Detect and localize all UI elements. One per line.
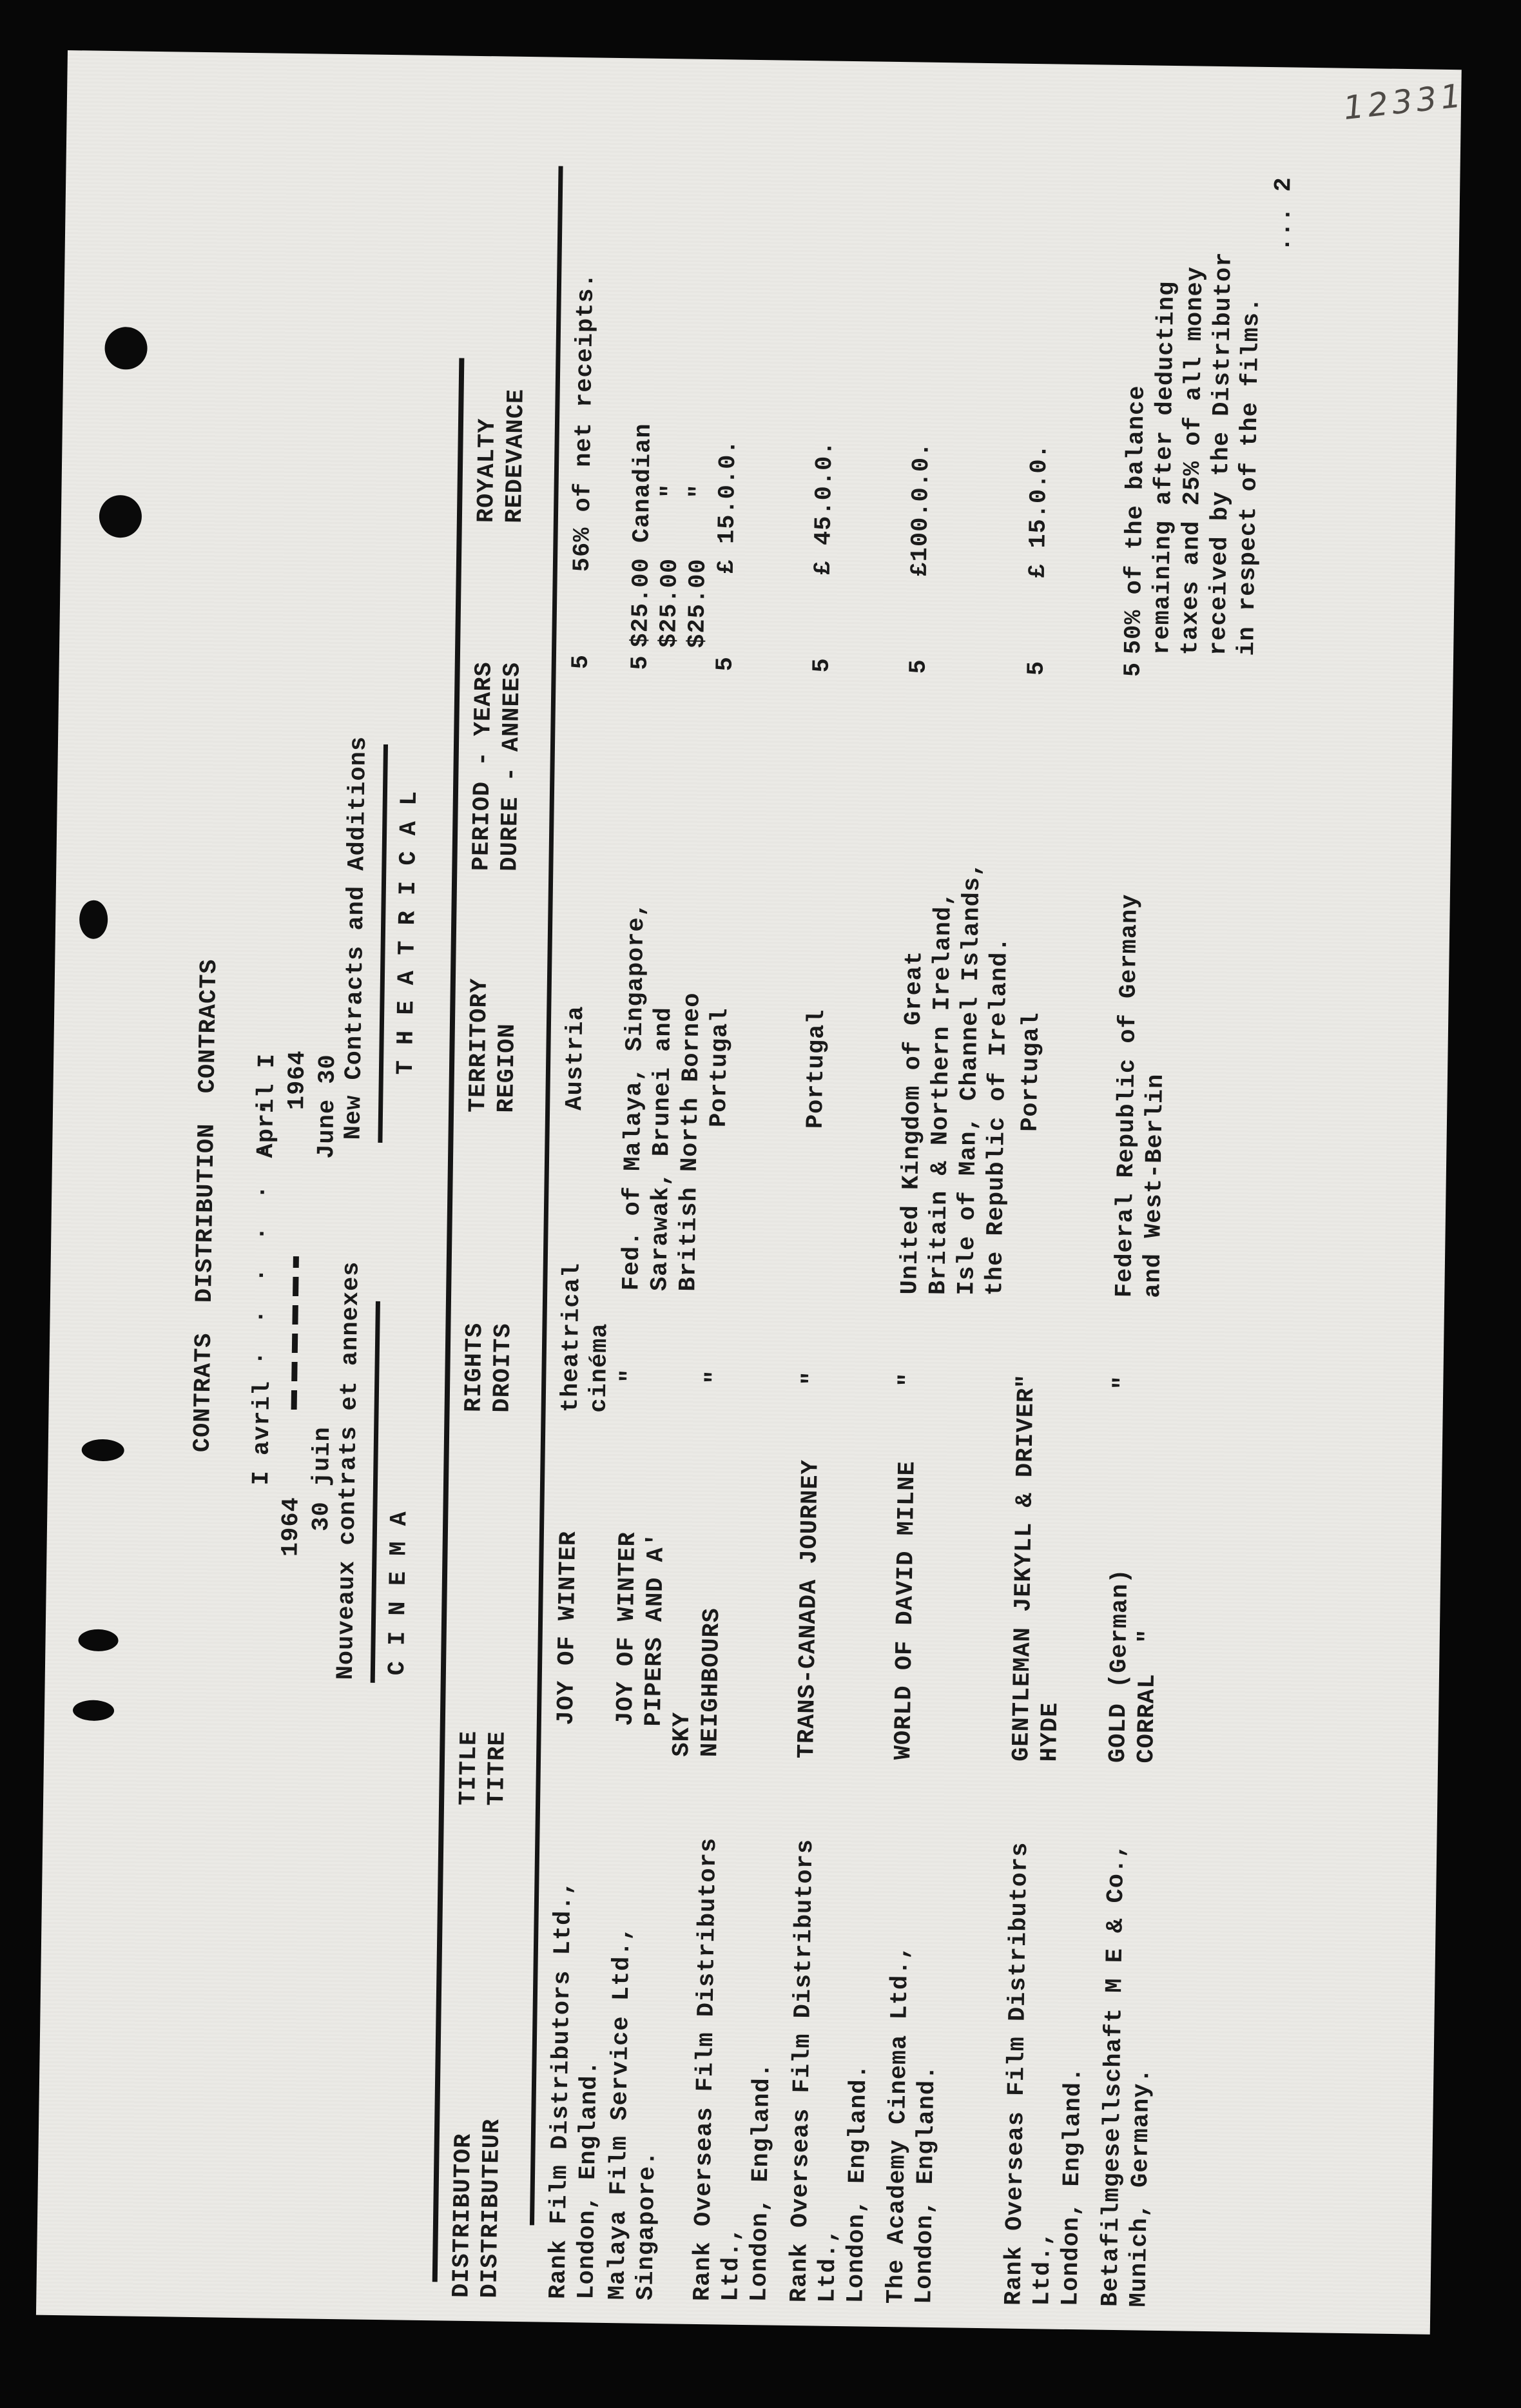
date-end-english: June 30: [313, 1054, 342, 1160]
column-header-distributor: DISTRIBUTOR DISTRIBUTEUR: [448, 2118, 507, 2298]
column-header-royalty: ROYALTY REDEVANCE: [472, 388, 530, 524]
cell-territory: Portugal: [1014, 1011, 1046, 1297]
subtitle-english-underline: [378, 744, 389, 1143]
column-header-territory: TERRITORY REGION: [465, 977, 521, 1113]
cell-rights: ": [895, 1372, 923, 1417]
cell-territory: Fed. of Malaya, Singapore, Sarawak, Brun…: [618, 901, 706, 1292]
cell-distributor: Malaya Film Service Ltd., Singapore.: [604, 1925, 662, 2301]
cell-royalty: £ 15.0.0.: [712, 439, 742, 649]
cell-distributor: The Academy Cinema Ltd., London, England…: [882, 1945, 942, 2305]
cell-distributor: Rank Overseas Film Distributors Ltd., Lo…: [689, 1837, 777, 2302]
cell-period: 5: [808, 657, 836, 673]
cell-period: 5: [905, 659, 933, 674]
table-row: Rank Overseas Film Distributors Ltd., Lo…: [785, 61, 873, 2325]
cell-period: 5: [1119, 661, 1147, 677]
document-title: CONTRATS DISTRIBUTION CONTRACTS: [189, 958, 224, 1453]
cell-title: NEIGHBOURS: [697, 1607, 726, 1758]
year-french: 1964: [277, 1496, 305, 1557]
cell-rights: ": [616, 1368, 644, 1413]
table-row: Betafilmgesellschaft M E & Co., Munich, …: [1096, 65, 1266, 2330]
cell-title: JOY OF WINTER PIPERS AND A' SKY: [612, 1531, 697, 1757]
cell-title: GOLD (German) CORRAL ": [1105, 1568, 1162, 1763]
cell-distributor: Rank Overseas Film Distributors Ltd., Lo…: [1000, 1841, 1088, 2307]
date-start-english: April I: [253, 1053, 282, 1158]
date-end-french: 30 juin: [307, 1426, 337, 1532]
subtitle-english: New Contracts and Additions: [340, 735, 373, 1140]
section-cinema: C I N E M A: [383, 1510, 414, 1676]
table-row: The Academy Cinema Ltd., London, England…: [882, 62, 1014, 2327]
cell-title: TRANS-CANADA JOURNEY: [793, 1459, 825, 1759]
cell-royalty: £ 15.0.0.: [1023, 443, 1054, 654]
date-start-french: I avril: [247, 1380, 277, 1486]
cell-territory: Federal Republic of Germany and West-Ber…: [1111, 893, 1170, 1298]
cell-distributor: Betafilmgesellschaft M E & Co., Munich, …: [1097, 1843, 1156, 2307]
cell-royalty: $25.00 Canadian $25.00 " $25.00 ": [627, 423, 713, 649]
cell-rights: ": [1109, 1375, 1138, 1421]
page-content: CONTRATS DISTRIBUTION CONTRACTS I avril …: [36, 50, 1462, 2335]
cell-royalty: 56% of net receipts.: [568, 272, 601, 647]
cell-period: 5: [567, 654, 595, 670]
cell-title: GENTLEMAN JEKYLL & DRIVER HYDE: [1008, 1387, 1065, 1762]
cell-title: JOY OF WINTER: [552, 1530, 583, 1756]
column-header-title: TITLE TITRE: [455, 1730, 512, 1806]
cell-territory: United Kingdom of Great Britain & Northe…: [896, 861, 1014, 1296]
cell-rights: ": [798, 1370, 826, 1416]
cell-period: 5: [712, 655, 739, 672]
cell-rights: ": [1012, 1374, 1041, 1419]
cell-title: WORLD OF DAVID MILNE: [890, 1461, 922, 1760]
dashed-line: [291, 1256, 299, 1410]
cell-royalty: 50% of the balance remaining after deduc…: [1120, 251, 1266, 656]
cell-period: 5: [626, 654, 654, 670]
column-header-period: PERIOD - YEARS DUREE - ANNEES: [468, 661, 527, 871]
subtitle-french: Nouveaux contrats et annexes: [332, 1261, 365, 1680]
cell-territory: Austria: [559, 1005, 590, 1290]
column-header-rights: RIGHTS DROITS: [460, 1322, 518, 1413]
page-continuation-mark: ... 2: [1269, 177, 1298, 252]
cell-royalty: £ 45.0.0.: [809, 440, 839, 650]
section-theatrical: T H E A T R I C A L: [392, 790, 424, 1075]
year-english: 1964: [284, 1050, 312, 1111]
cell-royalty: £100.0.0.: [906, 442, 936, 652]
cell-distributor: Rank Film Distributors Ltd., London, Eng…: [545, 1880, 604, 2300]
cell-territory: Portugal: [703, 1007, 735, 1292]
cell-distributor: Rank Overseas Film Distributors Ltd., Lo…: [786, 1838, 873, 2304]
subtitle-french-underline: [370, 1301, 380, 1683]
table-top-rule: [432, 358, 465, 2282]
cell-territory: Portugal: [800, 1009, 831, 1294]
cell-period: 5: [1023, 660, 1051, 676]
table-row: Malaya Film Service Ltd., Singapore. JOY…: [603, 58, 713, 2323]
cell-rights: ": [701, 1369, 730, 1415]
